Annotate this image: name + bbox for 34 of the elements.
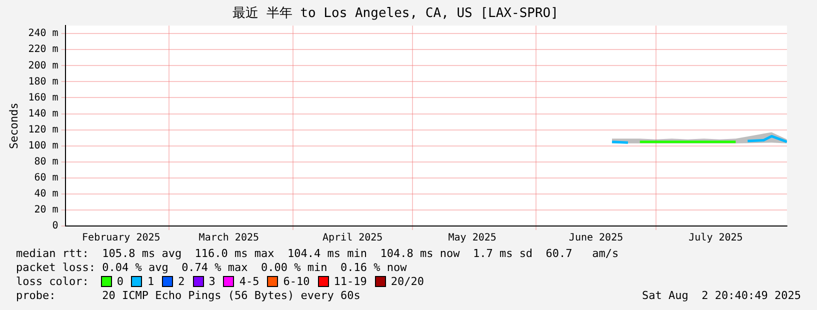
legend-label: 11-19 xyxy=(334,275,367,288)
chart-title: 最近 半年 to Los Angeles, CA, US [LAX-SPRO] xyxy=(232,6,558,22)
legend-label: 3 xyxy=(208,275,216,288)
text: packet loss: 0.04 % avg 0.74 % max 0.00 % min 0.16 % now xyxy=(16,261,407,275)
y-tick-label: 0 xyxy=(52,220,58,232)
legend-label: 0 xyxy=(116,275,124,288)
y-tick-label: 200 m xyxy=(28,60,58,72)
y-tick-label: 220 m xyxy=(28,44,58,56)
y-tick-label: 140 m xyxy=(28,108,58,120)
y-tick-label: 80 m xyxy=(34,156,58,168)
text: Sat Aug 2 20:40:49 2025 xyxy=(642,289,801,303)
x-tick-label: July 2025 xyxy=(688,232,743,244)
legend-title: loss color: xyxy=(16,275,89,288)
y-tick-label: 60 m xyxy=(34,172,58,184)
y-tick-label: 20 m xyxy=(34,204,58,216)
y-tick-label: 40 m xyxy=(34,188,58,200)
y-tick-label: 180 m xyxy=(28,76,58,88)
x-tick-label: February 2025 xyxy=(82,232,160,244)
legend-label: 2 xyxy=(178,275,185,288)
legend-label: 1 xyxy=(147,275,154,288)
y-tick-label: 240 m xyxy=(28,28,58,40)
x-tick-label: June 2025 xyxy=(568,232,624,244)
text: probe: 20 ICMP Echo Pings (56 Bytes) every 60s xyxy=(16,289,360,303)
x-tick-label: March 2025 xyxy=(198,232,260,244)
y-tick-label: 120 m xyxy=(28,124,58,136)
y-tick-label: 160 m xyxy=(28,92,58,104)
x-tick-label: April 2025 xyxy=(322,232,383,244)
y-tick-label: 100 m xyxy=(28,140,58,152)
text: median rtt: 105.8 ms avg 116.0 ms max 104.4 ms min 104.8 ms now 1.7 ms sd 60.7 am/s xyxy=(16,247,619,261)
x-tick-label: May 2025 xyxy=(448,232,496,244)
legend-label: 20/20 xyxy=(390,275,424,288)
legend-label: 4-5 xyxy=(239,275,260,288)
y-axis-title: Seconds xyxy=(7,102,20,149)
legend-label: 6-10 xyxy=(283,275,310,288)
